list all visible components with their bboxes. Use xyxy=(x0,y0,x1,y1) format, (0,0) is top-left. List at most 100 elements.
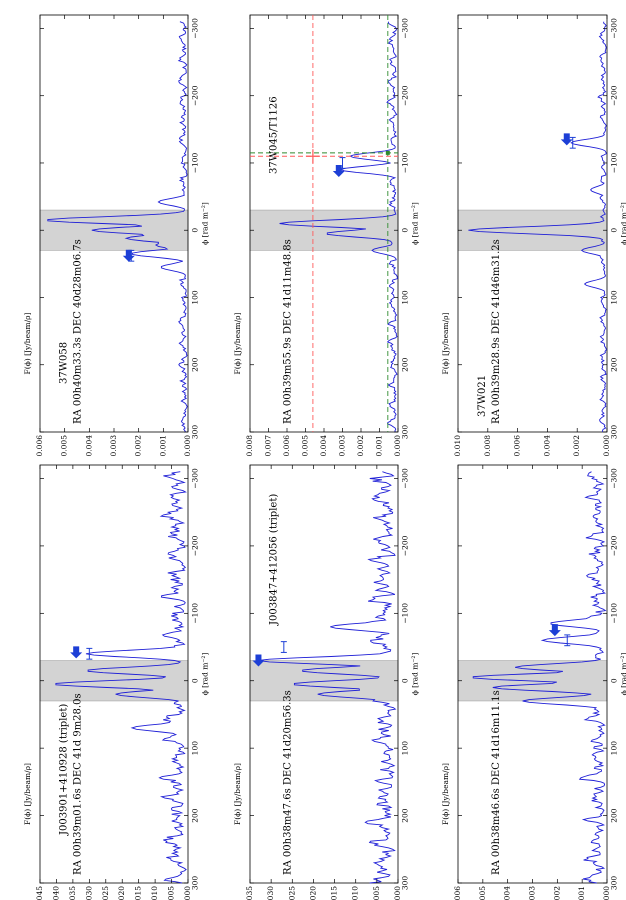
flux-tick-label: 0.0025 xyxy=(287,886,296,900)
flux-tick-label: 0.006 xyxy=(282,435,291,457)
phi-tick-label: −200 xyxy=(191,85,200,106)
phi-tick-label: 0 xyxy=(191,678,200,683)
phi-tick-label: 0 xyxy=(401,228,410,233)
flux-tick-label: 0.006 xyxy=(35,435,44,457)
phi-tick-label: −300 xyxy=(191,18,200,39)
phi-tick-label: 200 xyxy=(610,808,619,823)
phi-tick-label: 200 xyxy=(191,357,200,372)
flux-tick-label: 0.006 xyxy=(513,435,522,457)
phi-tick-label: 300 xyxy=(610,425,619,440)
phi-tick-label: −300 xyxy=(610,18,619,39)
panel-coordinates: RA 00h39m28.9s DEC 41d46m31.2s xyxy=(491,239,502,424)
phi-axis-label: ϕ [rad m⁻²] xyxy=(201,653,210,696)
flux-tick-label: 0.0015 xyxy=(134,886,143,900)
phi-tick-label: −100 xyxy=(610,152,619,173)
flux-tick-label: 0.0000 xyxy=(183,886,192,900)
flux-tick-label: 0.0005 xyxy=(167,886,176,900)
flux-tick-label: 0.007 xyxy=(264,435,273,457)
phi-tick-label: 200 xyxy=(401,808,410,823)
flux-tick-label: 0.0000 xyxy=(393,886,402,900)
flux-tick-label: 0.004 xyxy=(542,435,551,457)
flux-tick-label: 0.0040 xyxy=(51,886,60,900)
flux-tick-label: 0.000 xyxy=(183,435,192,457)
flux-tick-label: 0.0010 xyxy=(351,886,360,900)
phi-tick-label: 200 xyxy=(401,357,410,372)
flux-axis-label: F(ϕ) [Jy/beam/ρ] xyxy=(233,763,242,825)
panel-title: 37W045/T1126 xyxy=(269,96,280,174)
panel-title: J003901+410928 (triplet) xyxy=(59,704,70,836)
shaded-region xyxy=(249,660,399,702)
phi-tick-label: 100 xyxy=(191,290,200,305)
phi-tick-label: 300 xyxy=(191,876,200,891)
panel-bottom-right: −300−200−10001002003000.0000.0010.0020.0… xyxy=(441,375,626,900)
phi-tick-label: 100 xyxy=(191,741,200,756)
phi-axis-label: ϕ [rad m⁻²] xyxy=(411,653,420,696)
spectrum-line xyxy=(468,21,607,433)
green-marker xyxy=(385,150,390,155)
phi-tick-label: −200 xyxy=(401,85,410,106)
flux-tick-label: 0.002 xyxy=(552,886,561,900)
phi-tick-label: −300 xyxy=(401,468,410,489)
flux-tick-label: 0.004 xyxy=(84,435,93,457)
phi-tick-label: −100 xyxy=(191,152,200,173)
flux-tick-label: 0.000 xyxy=(393,435,402,457)
flux-tick-label: 0.000 xyxy=(602,435,611,457)
flux-axis-label: F(ϕ) [Jy/beam/ρ] xyxy=(23,763,32,825)
flux-tick-label: 0.004 xyxy=(503,886,512,900)
flux-tick-label: 0.0025 xyxy=(101,886,110,900)
phi-tick-label: −300 xyxy=(610,468,619,489)
phi-tick-label: −200 xyxy=(610,85,619,106)
flux-tick-label: 0.005 xyxy=(60,435,69,457)
phi-axis-label: ϕ [rad m⁻²] xyxy=(411,202,420,245)
spectrum-line xyxy=(279,21,398,433)
phi-axis-label: ϕ [rad m⁻²] xyxy=(201,202,210,245)
panel-coordinates: RA 00h39m55.9s DEC 41d11m48.8s xyxy=(283,239,294,424)
shaded-region xyxy=(457,209,608,251)
flux-tick-label: 0.0035 xyxy=(245,886,254,900)
flux-tick-label: 0.005 xyxy=(478,886,487,900)
phi-tick-label: −300 xyxy=(191,468,200,489)
flux-tick-label: 0.003 xyxy=(528,886,537,900)
shaded-region xyxy=(39,209,189,251)
phi-tick-label: 300 xyxy=(401,876,410,891)
panel-coordinates: RA 00h39m01.6s DEC 41d 9m28.0s xyxy=(73,693,84,875)
shaded-region xyxy=(249,209,399,251)
phi-tick-label: −100 xyxy=(610,603,619,624)
spectrum-line xyxy=(472,471,607,884)
phi-tick-label: 0 xyxy=(401,678,410,683)
flux-tick-label: 0.0015 xyxy=(330,886,339,900)
panel-title: 37W021 xyxy=(477,375,488,417)
flux-tick-label: 0.008 xyxy=(483,435,492,457)
flux-axis-label: F(ϕ) [Jy/beam/ρ] xyxy=(441,763,450,825)
phi-tick-label: 300 xyxy=(610,876,619,891)
phi-tick-label: 200 xyxy=(610,357,619,372)
phi-tick-label: 100 xyxy=(610,290,619,305)
panel-title: J003847+412056 (triplet) xyxy=(269,494,280,626)
flux-tick-label: 0.0035 xyxy=(68,886,77,900)
flux-tick-label: 0.005 xyxy=(301,435,310,457)
phi-tick-label: 0 xyxy=(610,228,619,233)
axes-frame xyxy=(249,464,399,884)
flux-axis-label: F(ϕ) [Jy/beam/ρ] xyxy=(23,312,32,374)
flux-tick-label: 0.0020 xyxy=(308,886,317,900)
phi-tick-label: −100 xyxy=(401,152,410,173)
spectrum-line xyxy=(55,471,187,884)
phi-tick-label: 300 xyxy=(191,425,200,440)
phi-tick-label: −300 xyxy=(401,18,410,39)
flux-tick-label: 0.000 xyxy=(602,886,611,900)
axes-frame xyxy=(39,464,189,884)
flux-tick-label: 0.0020 xyxy=(117,886,126,900)
flux-tick-label: 0.0005 xyxy=(372,886,381,900)
phi-tick-label: −200 xyxy=(610,535,619,556)
flux-tick-label: 0.004 xyxy=(319,435,328,457)
flux-tick-label: 0.002 xyxy=(356,435,365,457)
flux-tick-label: 0.006 xyxy=(453,886,462,900)
peak-arrow xyxy=(560,133,573,146)
flux-tick-label: 0.0045 xyxy=(35,886,44,900)
panel-coordinates: RA 00h40m33.3s DEC 40d28m06.7s xyxy=(73,239,84,424)
peak-arrow xyxy=(70,646,83,659)
